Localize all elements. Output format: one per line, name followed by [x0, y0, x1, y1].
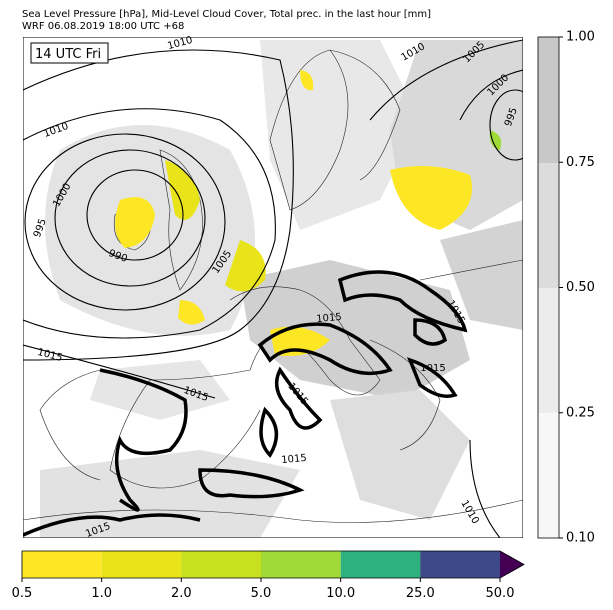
cloud-tick-label: 0.75: [566, 155, 595, 170]
cloud-tick-label: 0.25: [566, 405, 595, 420]
contour-label: 1015: [420, 363, 445, 374]
contour-label: 1015: [316, 312, 342, 325]
cloud-tick-label: 0.10: [566, 531, 595, 546]
map: [23, 37, 523, 538]
isobars: [23, 39, 523, 538]
precip-tick-label: 1.0: [91, 586, 112, 601]
subtitle: WRF 06.08.2019 18:00 UTC +68: [22, 21, 184, 32]
precip-tick-label: 25.0: [406, 586, 435, 601]
title: Sea Level Pressure [hPa], Mid-Level Clou…: [22, 9, 431, 20]
time-label-box: [30, 42, 109, 64]
time-label: 14 UTC Fri: [35, 47, 101, 62]
high-pressure-contours: [23, 270, 468, 537]
precipitation: [115, 70, 502, 356]
contour-label: 1015: [281, 453, 307, 466]
precip-tick-label: 5.0: [251, 586, 272, 601]
cloud-tick-label: 0.50: [566, 280, 595, 295]
coastlines: [23, 49, 523, 523]
precip-tick-label: 10.0: [326, 586, 355, 601]
precip-colorbar: [21, 550, 525, 579]
cloud-colorbar: [537, 36, 560, 539]
precip-tick-label: 0.5: [12, 586, 33, 601]
precip-tick-label: 2.0: [171, 586, 192, 601]
precip-tick-label: 50.0: [486, 586, 515, 601]
cloud-tick-label: 1.00: [566, 30, 595, 45]
